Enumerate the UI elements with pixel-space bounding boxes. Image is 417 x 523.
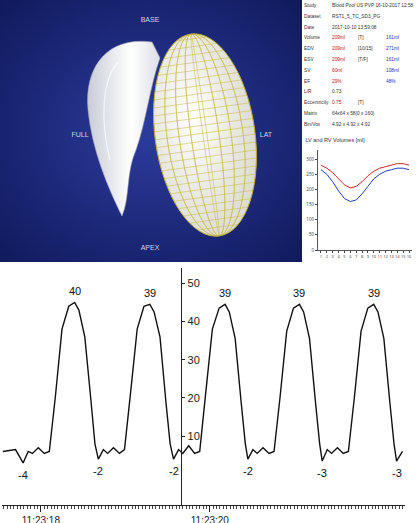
html-text:2017-10-10 13:59:08: 2017-10-10 13:59:08 [332, 24, 377, 30]
svg-text:200: 200 [306, 186, 314, 192]
html-text:Date: Date [304, 24, 315, 30]
svg-text:7: 7 [355, 254, 358, 259]
html-text:[T/F]: [T/F] [358, 57, 368, 62]
svg-text:LV and RV Volumes [ml]: LV and RV Volumes [ml] [305, 137, 365, 143]
html-text:Bin/Vox: Bin/Vox [304, 121, 321, 127]
html-text:Blood Pool US PVP 16-10-2017 1: Blood Pool US PVP 16-10-2017 12:58 [332, 3, 414, 8]
html-text:[10/15]: [10/15] [358, 46, 373, 52]
html-text:EDV: EDV [304, 46, 314, 52]
svg-text:16: 16 [407, 254, 412, 259]
svg-text:50: 50 [309, 231, 315, 237]
html-text:209ml: 209ml [332, 57, 346, 62]
svg-text:40: 40 [188, 315, 200, 327]
svg-text:-3: -3 [392, 467, 402, 479]
svg-text:250: 250 [306, 171, 314, 177]
svg-text:-2: -2 [93, 465, 103, 477]
html-text:RST1_5_TC_SD3_PG: RST1_5_TC_SD3_PG [332, 13, 381, 19]
svg-text:1: 1 [320, 254, 322, 259]
svg-text:12: 12 [383, 254, 388, 259]
html-text:SV: SV [304, 67, 311, 73]
svg-text:6: 6 [349, 254, 352, 259]
svg-text:40: 40 [69, 285, 81, 297]
html-text:L/R: L/R [304, 89, 312, 95]
html-text:60ml: 60ml [332, 67, 343, 73]
html-text:161ml: 161ml [386, 35, 400, 41]
svg-text:-3: -3 [317, 467, 327, 479]
html-text:209ml: 209ml [332, 35, 346, 41]
svg-text:11:23:18: 11:23:18 [22, 515, 61, 523]
html-text:0.73: 0.73 [332, 89, 342, 95]
svg-text:5: 5 [343, 254, 346, 259]
html-text:271ml: 271ml [386, 46, 400, 52]
svg-text:8: 8 [361, 254, 364, 259]
svg-text:2: 2 [326, 254, 329, 259]
svg-text:30: 30 [188, 354, 200, 366]
svg-text:BASE: BASE [141, 16, 160, 23]
svg-text:LAT: LAT [260, 131, 273, 138]
svg-text:FULL: FULL [71, 131, 88, 138]
svg-text:-2: -2 [169, 465, 179, 477]
html-text:64x64 x 58(0 x 160): 64x64 x 58(0 x 160) [332, 111, 375, 116]
html-text:209ml: 209ml [332, 46, 346, 52]
svg-text:10: 10 [372, 254, 377, 259]
html-text:[T]: [T] [358, 35, 364, 41]
svg-text:150: 150 [306, 201, 314, 207]
svg-text:APEX: APEX [141, 244, 160, 251]
html-text:48%: 48% [386, 78, 396, 84]
svg-text:39: 39 [144, 287, 156, 299]
svg-text:11: 11 [377, 254, 382, 259]
html-text:EF: EF [304, 78, 311, 84]
svg-text:10: 10 [188, 430, 200, 442]
svg-text:0: 0 [312, 247, 315, 253]
svg-text:3: 3 [332, 254, 335, 259]
svg-text:14: 14 [395, 254, 400, 259]
html-text:ESV: ESV [304, 57, 314, 62]
svg-text:13: 13 [389, 254, 394, 259]
html-text:Study: Study [304, 3, 317, 8]
svg-text:100: 100 [306, 216, 314, 222]
svg-text:39: 39 [293, 287, 305, 299]
svg-text:39: 39 [219, 287, 231, 299]
svg-text:15: 15 [401, 254, 406, 259]
html-text:[T]: [T] [358, 100, 364, 106]
html-text:161ml: 161ml [386, 57, 400, 62]
html-text:Volume: Volume [304, 35, 320, 41]
html-text:108ml: 108ml [386, 67, 400, 73]
svg-text:9: 9 [367, 254, 370, 259]
svg-text:-4: -4 [18, 469, 28, 481]
svg-text:11:23:20: 11:23:20 [191, 515, 230, 523]
svg-text:20: 20 [188, 392, 200, 404]
html-text:4.92 x 4.92 x 4.92: 4.92 x 4.92 x 4.92 [332, 121, 371, 127]
svg-text:50: 50 [188, 277, 200, 289]
svg-text:-2: -2 [243, 465, 253, 477]
html-text:Dataset: Dataset [304, 13, 321, 19]
html-text:Eccentricity: Eccentricity [304, 100, 329, 106]
html-text:29%: 29% [332, 78, 342, 84]
html-text:0.75: 0.75 [332, 100, 342, 106]
html-text:Matrix: Matrix [304, 111, 318, 116]
svg-text:39: 39 [368, 287, 380, 299]
svg-text:300: 300 [306, 156, 314, 162]
svg-text:4: 4 [337, 254, 340, 259]
